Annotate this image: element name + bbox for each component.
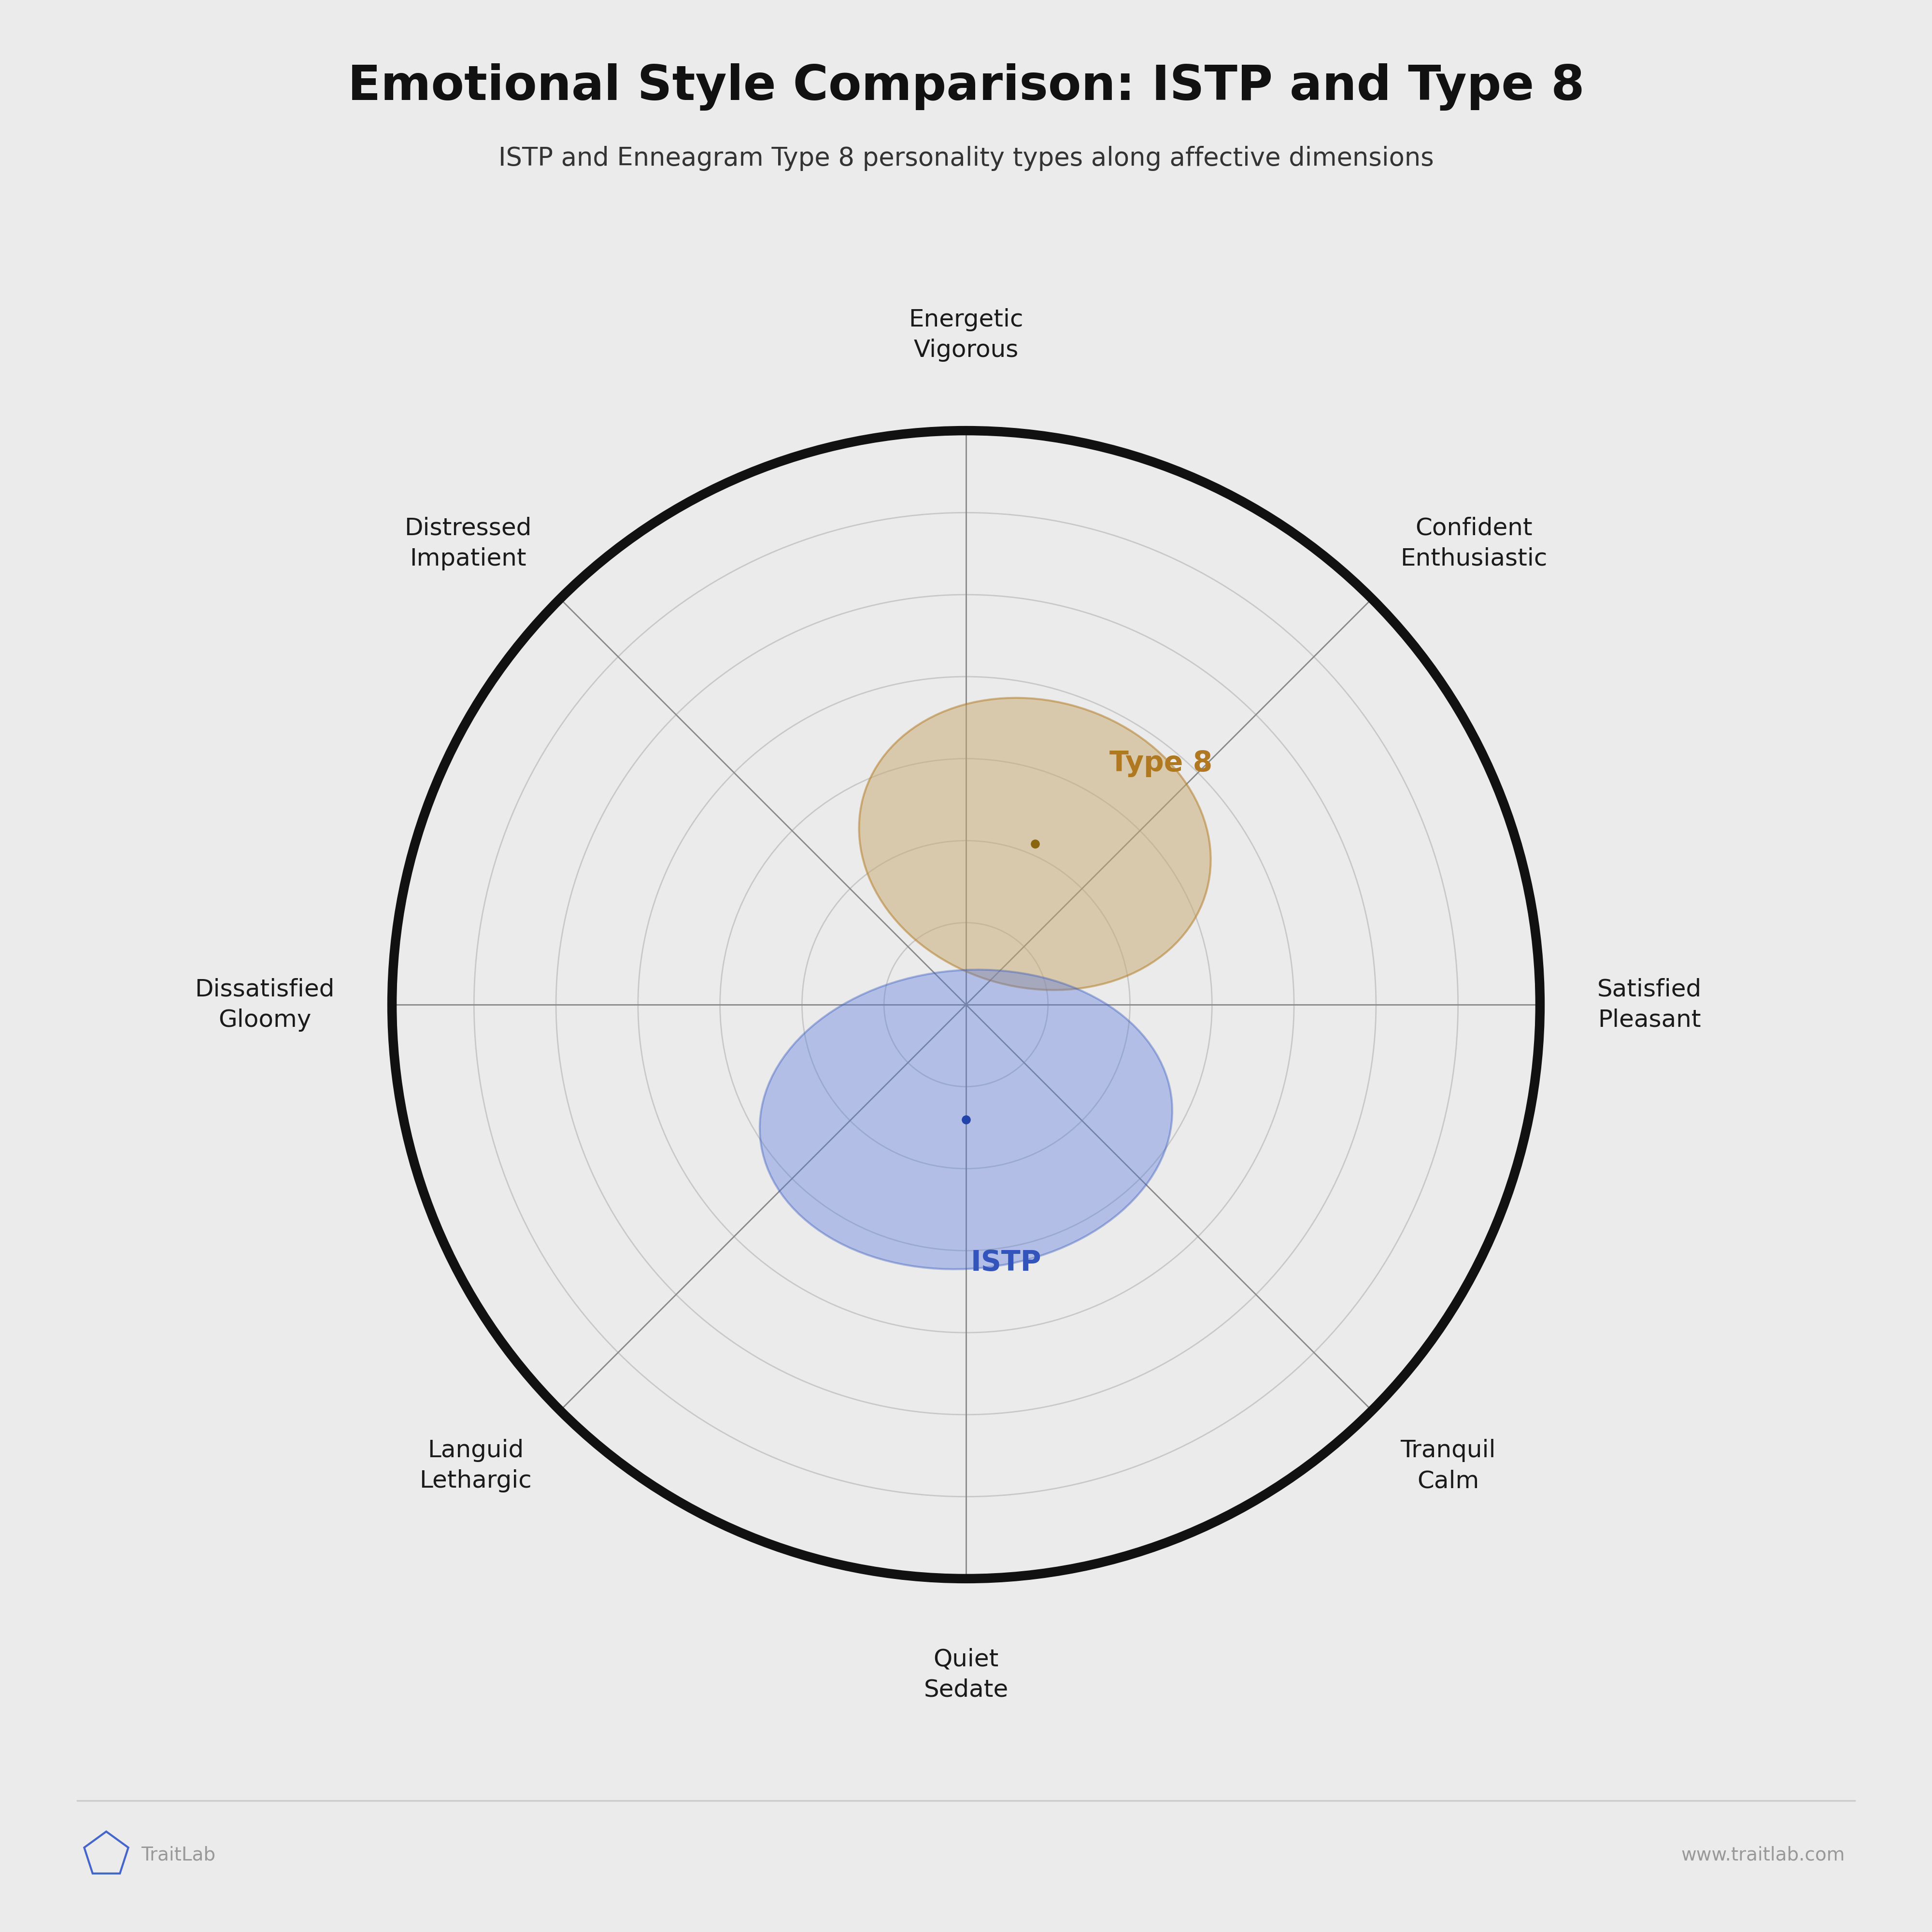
Text: Languid
Lethargic: Languid Lethargic bbox=[419, 1439, 531, 1493]
Text: Energetic
Vigorous: Energetic Vigorous bbox=[908, 307, 1024, 361]
Point bbox=[1020, 829, 1051, 860]
Text: Distressed
Impatient: Distressed Impatient bbox=[404, 516, 531, 570]
Point bbox=[951, 1103, 981, 1134]
Ellipse shape bbox=[860, 697, 1211, 989]
Ellipse shape bbox=[759, 970, 1173, 1269]
Text: www.traitlab.com: www.traitlab.com bbox=[1681, 1845, 1845, 1864]
Text: ISTP: ISTP bbox=[970, 1250, 1041, 1277]
Text: Quiet
Sedate: Quiet Sedate bbox=[923, 1648, 1009, 1702]
Text: Dissatisfied
Gloomy: Dissatisfied Gloomy bbox=[195, 978, 334, 1032]
Text: ISTP and Enneagram Type 8 personality types along affective dimensions: ISTP and Enneagram Type 8 personality ty… bbox=[498, 147, 1434, 172]
Text: Satisfied
Pleasant: Satisfied Pleasant bbox=[1598, 978, 1702, 1032]
Text: TraitLab: TraitLab bbox=[141, 1845, 216, 1864]
Text: Type 8: Type 8 bbox=[1109, 750, 1213, 777]
Text: Emotional Style Comparison: ISTP and Type 8: Emotional Style Comparison: ISTP and Typ… bbox=[348, 64, 1584, 110]
Text: Tranquil
Calm: Tranquil Calm bbox=[1401, 1439, 1495, 1493]
Text: Confident
Enthusiastic: Confident Enthusiastic bbox=[1401, 516, 1548, 570]
